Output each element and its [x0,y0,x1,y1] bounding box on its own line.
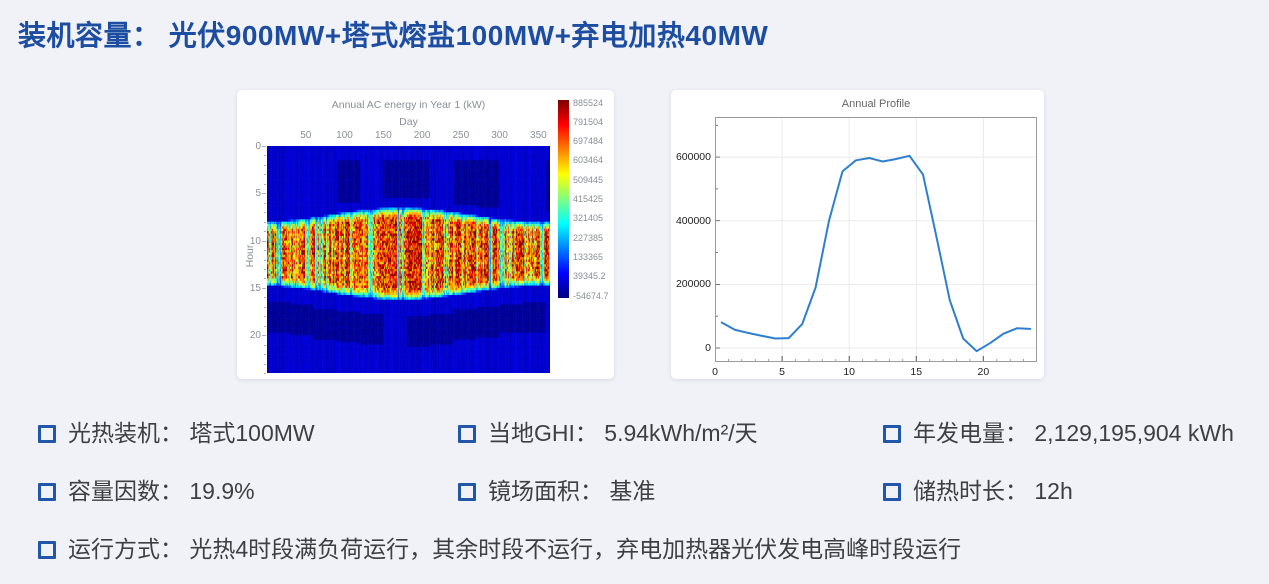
axis-tick-label: 300 [491,130,508,141]
axis-tick-label [264,278,266,280]
axis-tick-label: 415425 [573,194,604,204]
axis-tick-label [264,363,266,365]
axis-tick-label: 150 [374,130,392,141]
axis-tick-label [264,155,266,157]
axis-tick-label: 10 [843,366,855,378]
stat-storage-hours: 储热时长： 12h [883,476,1073,506]
axis-tick-label [262,287,266,289]
axis-tick-label: 697484 [573,136,604,147]
line-chart-card: Annual Profile 0 200000 400000 600000 0 5 10 1… [671,90,1044,379]
axis-tick-label: 0 [712,366,718,378]
axis-tick-label [264,231,266,233]
stat-annual-energy: 年发电量： 2,129,195,904 kWh [883,418,1234,448]
axis-tick-label: 227385 [573,232,604,243]
annual-profile-plot [715,117,1037,362]
axis-tick-label [264,183,266,185]
stat-text: 容量因数： 19.9% [68,478,255,504]
axis-tick-label: 50 [300,130,312,141]
stat-text: 年发电量： 2,129,195,904 kWh [913,420,1234,446]
axis-tick-label: 200000 [675,278,711,291]
axis-tick-label [262,335,266,337]
axis-tick-label: 39345.2 [573,271,606,282]
stat-text: 运行方式： 光热4时段满负荷运行，其余时段不运行，弃电加热器光伏发电高峰时段运行 [68,536,962,562]
stat-operation-mode: 运行方式： 光热4时段满负荷运行，其余时段不运行，弃电加热器光伏发电高峰时段运行 [38,534,961,564]
axis-tick-label [264,202,266,204]
axis-tick-label [264,221,266,223]
axis-tick-label: 20 [977,366,990,378]
axis-tick-label [262,193,266,195]
day-axis-label: Day [399,116,418,128]
axis-tick-label: 15 [910,366,923,378]
axis-tick-label [264,354,266,356]
axis-tick-label [262,240,266,242]
axis-tick-label [264,250,266,252]
stat-text: 光热装机： 塔式100MW [68,420,315,446]
axis-tick-label [264,268,266,270]
axis-tick-label: -54674.7 [573,290,609,301]
axis-tick-label: 791504 [573,116,604,127]
axis-tick-label: 10 [249,235,261,247]
axis-tick-label: 321405 [573,213,604,224]
bullet-square-icon [38,541,56,559]
axis-tick-label [264,373,266,374]
axis-tick-label [264,325,266,327]
stat-field-area: 镜场面积： 基准 [458,476,655,506]
axis-tick-label: 509445 [573,174,604,185]
axis-tick-label [264,164,266,166]
axis-tick-label: 0 [705,342,711,354]
bullet-square-icon [458,425,476,443]
axis-tick-label [264,212,266,214]
axis-tick-label: 15 [249,282,261,294]
colorbar [558,100,569,298]
heatmap-card: Annual AC energy in Year 1 (kW) Day Hour… [237,90,614,379]
heatmap-title: Annual AC energy in Year 1 (kW) [331,99,486,111]
axis-tick-label [262,146,266,147]
page-title: 装机容量： 光伏900MW+塔式熔盐100MW+弃电加热40MW [18,20,769,51]
axis-tick-label: 250 [452,130,470,141]
stat-text: 当地GHI： 5.94kWh/m²/天 [488,420,758,446]
axis-tick-label [264,259,266,261]
axis-tick-label: 5 [779,366,785,378]
axis-tick-label: 100 [336,130,353,141]
axis-tick-label: 5 [255,188,261,200]
bullet-square-icon [458,483,476,501]
stat-text: 储热时长： 12h [913,478,1073,504]
axis-tick-label: 200 [413,130,431,141]
axis-tick-label [264,316,266,318]
axis-tick-label [264,297,266,299]
axis-tick-label: 350 [530,130,547,141]
axis-tick-label: 885524 [573,97,604,108]
axis-tick-label [264,306,266,308]
axis-tick-label: 400000 [675,214,711,227]
axis-tick-label: 600000 [675,151,711,164]
axis-tick-label: 0 [255,141,261,152]
axis-tick-label: 133365 [573,251,604,262]
axis-tick-label [264,174,266,176]
stat-ghi: 当地GHI： 5.94kWh/m²/天 [458,418,758,448]
heatmap-canvas [267,146,550,373]
bullet-square-icon [38,483,56,501]
axis-tick-label: 603464 [573,155,604,166]
bullet-square-icon [883,483,901,501]
bullet-square-icon [883,425,901,443]
stat-capacity-factor: 容量因数： 19.9% [38,476,255,506]
axis-tick-label [264,344,266,346]
stat-csp-capacity: 光热装机： 塔式100MW [38,418,315,448]
axis-tick-label: 20 [249,330,261,342]
stat-text: 镜场面积： 基准 [488,478,656,504]
line-chart-title: Annual Profile [841,98,911,110]
bullet-square-icon [38,425,56,443]
